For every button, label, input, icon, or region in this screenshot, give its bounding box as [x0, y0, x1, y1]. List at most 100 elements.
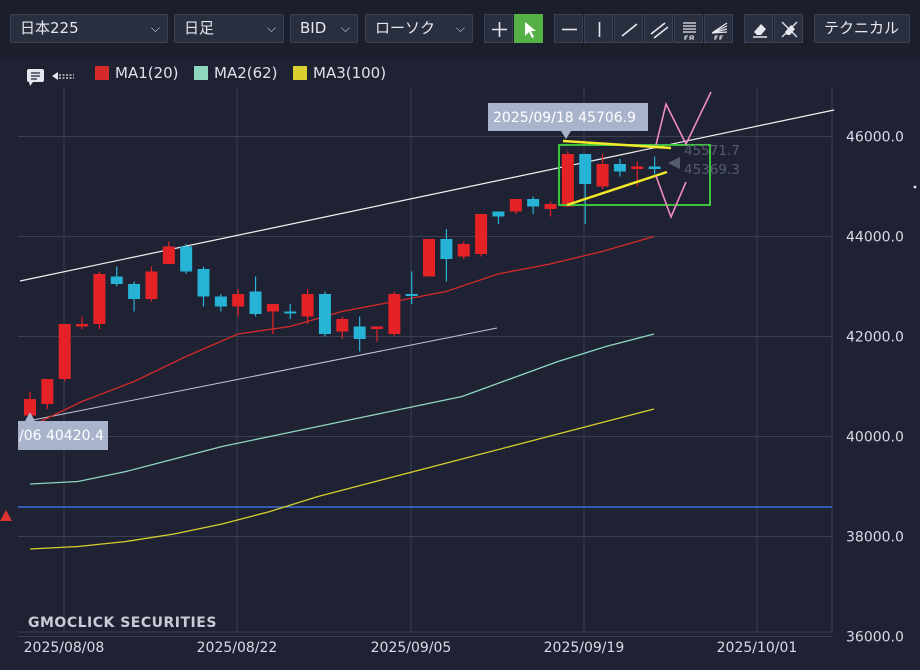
ma1-swatch — [95, 66, 109, 80]
candle[interactable] — [371, 326, 383, 342]
candle[interactable] — [423, 239, 436, 277]
crosshair-icon — [492, 22, 507, 37]
candle[interactable] — [249, 276, 262, 317]
candle[interactable] — [41, 379, 54, 409]
candle[interactable] — [93, 271, 106, 330]
candle[interactable] — [405, 271, 418, 305]
candle-body — [162, 246, 175, 264]
x-axis: 2025/08/08 2025/08/22 2025/09/05 2025/09/19… — [24, 640, 798, 656]
candle[interactable] — [24, 391, 36, 416]
chart-area[interactable]: MA1(20) MA2(62) MA3(100) 36000.0 38000.0 4… — [0, 58, 920, 666]
timeframe-select[interactable]: 日足 ⌵ — [174, 14, 284, 43]
candle[interactable] — [509, 199, 522, 214]
candle-body — [544, 204, 557, 209]
candle[interactable] — [301, 289, 314, 324]
moving-average-line-1[interactable] — [29, 235, 655, 428]
candle[interactable] — [561, 151, 574, 207]
candle-body — [423, 239, 436, 277]
symbol-label: 日本225 — [20, 19, 79, 37]
candle-body — [613, 164, 626, 172]
candle-body — [301, 294, 314, 317]
candles — [24, 151, 661, 416]
chevron-down-icon: ⌵ — [266, 21, 276, 35]
candle[interactable] — [579, 154, 592, 224]
candle-body — [579, 154, 592, 184]
candle[interactable] — [110, 266, 123, 287]
y-tick-label: 42000.0 — [846, 330, 904, 346]
moving-average-line-3[interactable] — [29, 408, 655, 550]
chart-background — [0, 58, 920, 666]
edge-dot — [913, 185, 917, 189]
candle[interactable] — [162, 241, 175, 265]
value-lower-label: 45369.3 — [684, 162, 740, 178]
candle[interactable] — [544, 201, 557, 217]
vertical-line-icon — [598, 22, 601, 37]
trend-line-lower[interactable] — [27, 327, 498, 422]
candle[interactable] — [318, 291, 331, 337]
candle-body — [440, 239, 453, 259]
pattern-upper-line[interactable] — [562, 139, 672, 150]
candle-body — [631, 166, 644, 169]
candle[interactable] — [284, 304, 297, 319]
technical-button[interactable]: テクニカル — [814, 14, 910, 43]
high-callout-label: 2025/09/18 45706.9 — [493, 110, 636, 126]
candle[interactable] — [457, 241, 470, 260]
zigzag-projection-up[interactable] — [655, 91, 712, 146]
candle[interactable] — [353, 316, 366, 352]
candle[interactable] — [596, 154, 609, 189]
fib-retracement-tool-button[interactable] — [674, 14, 703, 43]
price-type-select[interactable]: BID ⌵ — [290, 14, 358, 43]
candle[interactable] — [266, 304, 279, 334]
candle[interactable] — [58, 324, 71, 382]
candle-body — [388, 294, 401, 334]
erase-all-tool-button[interactable] — [774, 14, 803, 43]
candle[interactable] — [214, 294, 227, 312]
candle-body — [24, 399, 36, 416]
candle[interactable] — [128, 281, 141, 312]
trend-line-upper[interactable] — [19, 109, 835, 282]
chevron-down-icon: ⌵ — [455, 21, 465, 35]
trend-line-tool-button[interactable] — [614, 14, 643, 43]
candle[interactable] — [388, 291, 401, 337]
alert-marker-icon[interactable] — [0, 510, 12, 521]
candle[interactable] — [232, 289, 245, 317]
moving-average-line-2[interactable] — [29, 333, 655, 485]
eraser-tool-button[interactable] — [744, 14, 773, 43]
legend: MA1(20) MA2(62) MA3(100) — [27, 64, 386, 86]
candle-body — [128, 284, 141, 299]
candle[interactable] — [180, 244, 193, 274]
zigzag-projection-down[interactable] — [655, 175, 687, 220]
candle-body — [58, 324, 71, 379]
erase-all-icon — [781, 21, 798, 38]
channel-tool-button[interactable] — [644, 14, 673, 43]
candle[interactable] — [440, 229, 453, 282]
price-chart[interactable]: MA1(20) MA2(62) MA3(100) 36000.0 38000.0 4… — [0, 58, 920, 666]
symbol-select[interactable]: 日本225 ⌵ — [10, 14, 168, 43]
fib-fan-tool-button[interactable] — [704, 14, 733, 43]
crosshair-tool-button[interactable] — [484, 14, 513, 43]
candle-body — [405, 294, 418, 296]
candle-body — [93, 274, 106, 324]
y-tick-label: 38000.0 — [846, 530, 904, 546]
candle[interactable] — [613, 159, 626, 177]
candle-body — [41, 379, 54, 404]
legend-collapse-icon[interactable] — [52, 72, 74, 80]
candle-body — [284, 311, 297, 314]
candle[interactable] — [145, 266, 158, 302]
candle[interactable] — [197, 266, 210, 307]
pointer-tool-button[interactable] — [514, 14, 543, 43]
candle[interactable] — [475, 214, 488, 257]
horizontal-line-tool-button[interactable] — [554, 14, 583, 43]
candle[interactable] — [492, 211, 505, 225]
candle[interactable] — [527, 196, 540, 215]
candle-body — [353, 326, 366, 339]
candle[interactable] — [76, 316, 89, 330]
candle[interactable] — [336, 316, 349, 340]
x-tick-label: 2025/09/19 — [544, 640, 625, 656]
vertical-line-tool-button[interactable] — [584, 14, 613, 43]
chart-style-select[interactable]: ローソク ⌵ — [365, 14, 473, 43]
pattern-lower-line[interactable] — [566, 170, 668, 207]
candle[interactable] — [648, 156, 661, 175]
legend-toggle-icon[interactable] — [27, 69, 44, 86]
chevron-down-icon: ⌵ — [340, 21, 350, 35]
